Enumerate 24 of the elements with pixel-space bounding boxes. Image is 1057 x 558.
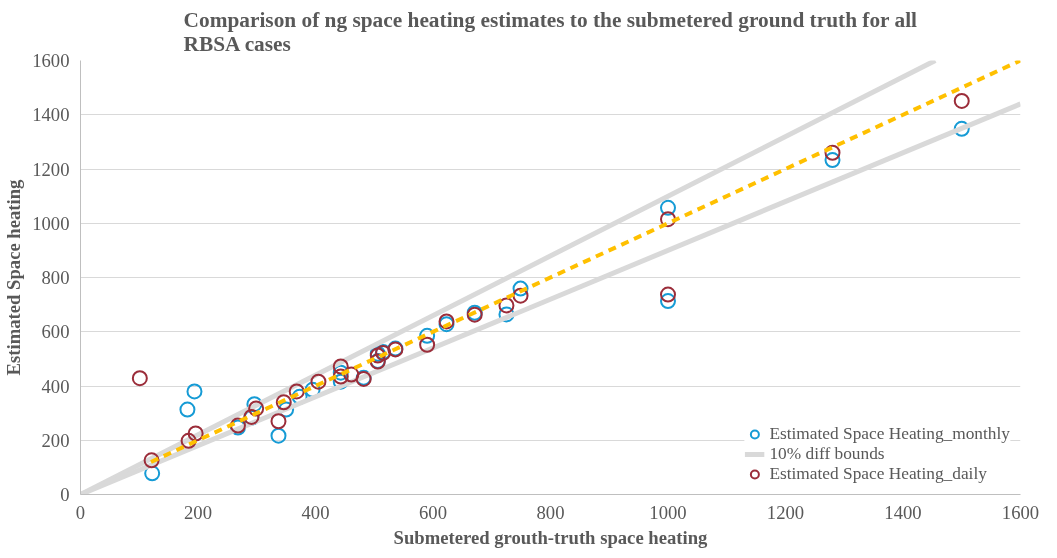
x-tick-label: 1400 [884,501,922,523]
legend-label: Estimated Space Heating_daily [769,464,987,484]
x-tick-label: 600 [419,501,447,523]
x-tick-label: 0 [75,501,86,523]
chart-title: Comparison of ng space heating estimates to the submetered ground truth for all RBSA cases [183,7,918,56]
y-tick-label: 0 [60,484,70,505]
x-tick-label: 1600 [1001,501,1040,523]
y-tick-label: 800 [41,267,70,288]
x-tick-label: 1000 [649,501,687,523]
x-tick-label: 400 [301,501,330,523]
legend-label: 10% diff bounds [769,444,885,464]
y-tick-label: 600 [41,321,70,343]
y-tick-label: 400 [41,375,70,397]
y-tick-label: 1000 [32,212,70,234]
y-tick-label: 200 [41,429,70,451]
y-tick-label: 1600 [32,50,70,71]
y-tick-label: 1400 [32,104,70,126]
x-tick-label: 800 [536,501,565,523]
x-tick-label: 200 [184,501,212,523]
y-axis-title: Estimated Space heating [3,178,25,376]
x-tick-label: 1200 [766,501,805,523]
legend-label: Estimated Space Heating_monthly [769,424,1010,444]
y-tick-label: 1200 [32,158,70,180]
x-axis-title: Submetered grouth-truth space heating [393,526,709,548]
